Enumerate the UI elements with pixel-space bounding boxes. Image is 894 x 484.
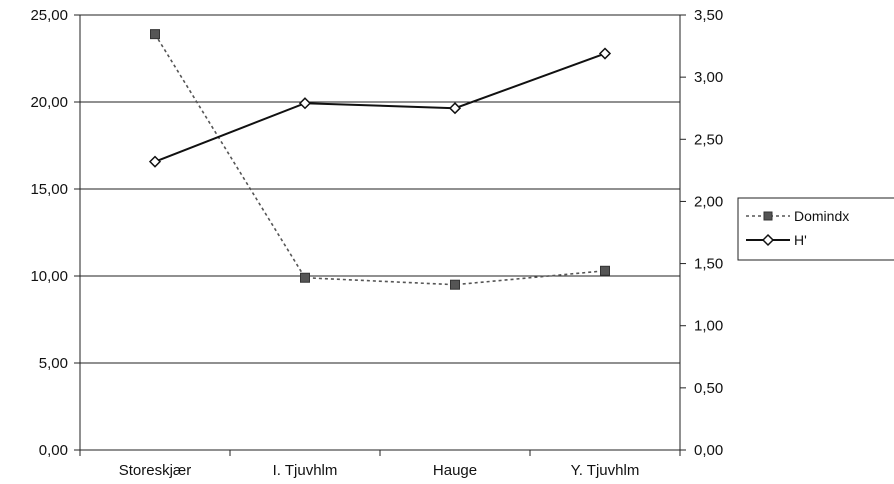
category-label: I. Tjuvhlm [273, 462, 338, 479]
left-tick-label: 10,00 [30, 268, 68, 285]
data-point-square [150, 29, 160, 40]
left-tick-label: 5,00 [39, 355, 68, 372]
right-tick-label: 0,00 [694, 442, 723, 459]
axes [79, 15, 681, 456]
left-tick-label: 25,00 [30, 7, 68, 24]
series-line-1 [154, 52, 606, 163]
legend-marker-square [763, 211, 773, 221]
legend: Domindx H' [737, 197, 894, 261]
right-axis-ticks: 0,00 0,50 1,00 1,50 2,00 2,50 3,00 3,50 [680, 7, 723, 459]
data-point-diamond [298, 97, 312, 110]
category-label: Hauge [433, 462, 477, 479]
legend-label: Domindx [794, 208, 849, 224]
series-layer [148, 29, 612, 290]
data-point-diamond [148, 155, 162, 168]
right-tick-label: 0,50 [694, 380, 723, 397]
data-point-square [600, 265, 610, 276]
data-point-diamond [448, 102, 462, 115]
right-tick-label: 3,00 [694, 69, 723, 86]
left-tick-label: 0,00 [39, 442, 68, 459]
data-point-square [450, 279, 460, 290]
legend-marker-diamond [761, 233, 775, 247]
right-tick-label: 2,00 [694, 193, 723, 210]
gridlines [80, 14, 680, 364]
right-tick-label: 2,50 [694, 131, 723, 148]
right-tick-label: 1,50 [694, 256, 723, 273]
category-label: Y. Tjuvhlm [571, 462, 640, 479]
data-point-square [300, 272, 310, 283]
right-tick-label: 3,50 [694, 7, 723, 24]
left-axis-ticks: 0,00 5,00 10,00 15,00 20,00 25,00 [30, 7, 80, 459]
series-line-0 [154, 33, 606, 286]
right-tick-label: 1,00 [694, 318, 723, 335]
category-label: Storeskjær [119, 462, 192, 479]
data-point-diamond [598, 47, 612, 60]
left-tick-label: 20,00 [30, 94, 68, 111]
left-tick-label: 15,00 [30, 181, 68, 198]
legend-box [737, 197, 894, 261]
legend-label: H' [794, 232, 807, 248]
category-labels: Storeskjær I. Tjuvhlm Hauge Y. Tjuvhlm [119, 462, 640, 479]
